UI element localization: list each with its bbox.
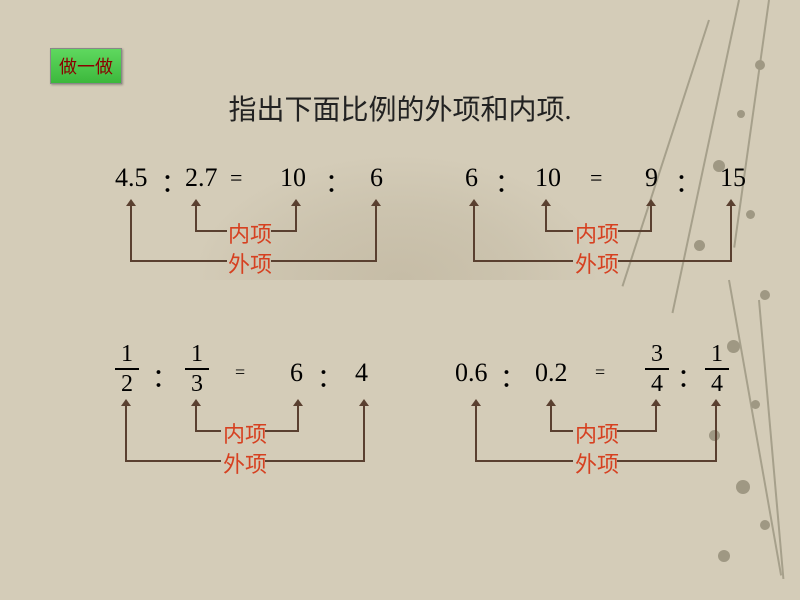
fraction: 1 3	[185, 340, 209, 398]
equals: =	[235, 362, 245, 383]
colon: ：	[495, 163, 521, 200]
colon: ：	[152, 358, 178, 395]
term: 15	[720, 163, 746, 193]
inner-label: 内项	[223, 417, 267, 449]
term: 10	[535, 163, 561, 193]
bracket-diagram: 内项 外项	[455, 205, 795, 300]
fraction: 1 4	[705, 340, 729, 398]
colon: ：	[677, 358, 703, 395]
equals: =	[595, 362, 605, 383]
outer-label: 外项	[223, 447, 267, 479]
colon: ：	[161, 163, 187, 200]
term: 9	[645, 163, 658, 193]
colon: ：	[500, 358, 526, 395]
bracket-diagram: 内项 外项	[95, 405, 435, 500]
equals: =	[230, 165, 242, 191]
term: 0.6	[455, 358, 488, 388]
outer-label: 外项	[575, 447, 619, 479]
term: 4	[355, 358, 368, 388]
term: 10	[280, 163, 306, 193]
inner-label: 内项	[575, 217, 619, 249]
outer-label: 外项	[228, 247, 272, 279]
practice-badge: 做一做	[50, 48, 122, 84]
colon: ：	[317, 358, 343, 395]
example-3: 1 2 ： 1 3 = 6 ： 4 内项 外项	[95, 340, 435, 500]
bracket-diagram: 内项 外项	[455, 405, 795, 500]
example-1: 4.5 ： 2.7 = 10 ： 6 内项 外项	[95, 155, 435, 300]
term: 6	[465, 163, 478, 193]
page-title: 指出下面比例的外项和内项.	[0, 88, 800, 128]
colon: ：	[675, 163, 701, 200]
inner-label: 内项	[228, 217, 272, 249]
fraction: 3 4	[645, 340, 669, 398]
colon: ：	[325, 163, 351, 200]
outer-label: 外项	[575, 247, 619, 279]
term: 6	[370, 163, 383, 193]
term: 0.2	[535, 358, 568, 388]
term: 6	[290, 358, 303, 388]
term: 4.5	[115, 163, 148, 193]
example-2: 6 ： 10 = 9 ： 15 内项 外项	[455, 155, 795, 300]
equals: =	[590, 165, 602, 191]
inner-label: 内项	[575, 417, 619, 449]
example-4: 0.6 ： 0.2 = 3 4 ： 1 4 内项 外项	[455, 340, 795, 500]
fraction: 1 2	[115, 340, 139, 398]
bracket-diagram: 内项 外项	[95, 205, 435, 300]
term: 2.7	[185, 163, 218, 193]
